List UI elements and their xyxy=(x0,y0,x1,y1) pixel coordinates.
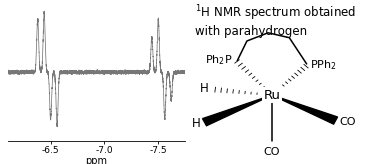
Polygon shape xyxy=(272,95,338,124)
Text: Ru: Ru xyxy=(263,89,280,102)
Text: Ph$_2$P: Ph$_2$P xyxy=(205,53,232,67)
Text: $^{1}$H NMR spectrum obtained
with parahydrogen: $^{1}$H NMR spectrum obtained with parah… xyxy=(195,3,356,38)
X-axis label: ppm: ppm xyxy=(85,156,107,164)
Text: H: H xyxy=(200,82,208,95)
Text: PPh$_2$: PPh$_2$ xyxy=(310,59,336,72)
Text: CO: CO xyxy=(264,147,280,157)
Text: H: H xyxy=(192,117,201,130)
Text: CO: CO xyxy=(339,117,356,127)
Polygon shape xyxy=(203,95,272,126)
